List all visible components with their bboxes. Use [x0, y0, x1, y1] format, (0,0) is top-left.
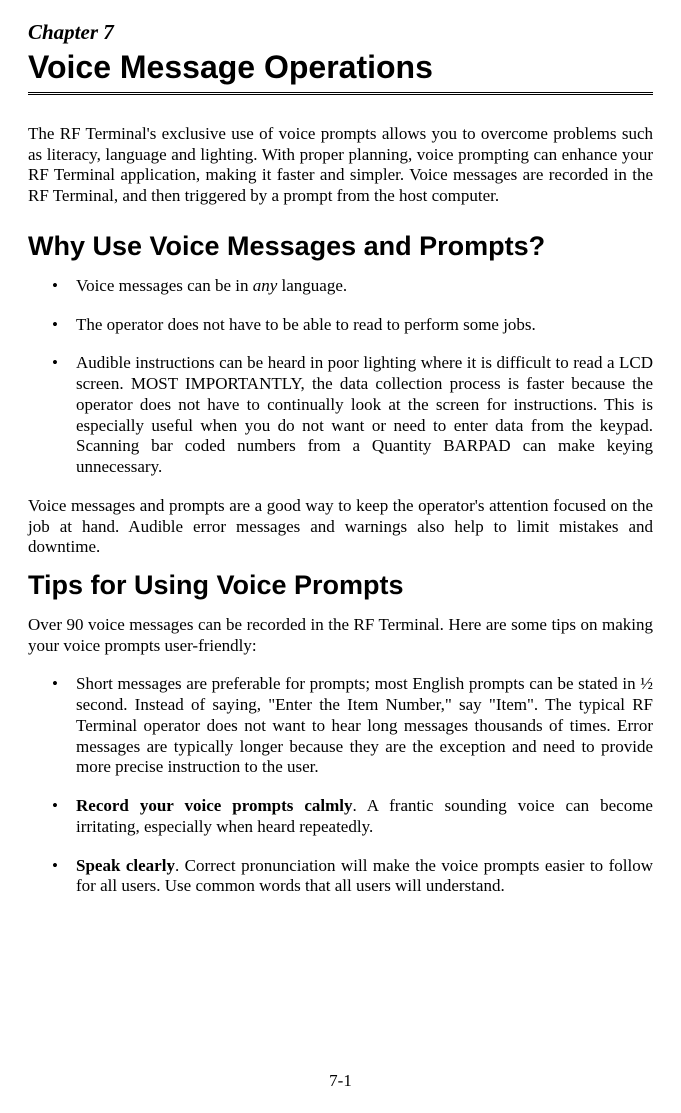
bullet-bold: Speak clearly: [76, 856, 175, 875]
section-heading-tips: Tips for Using Voice Prompts: [28, 570, 653, 601]
bullet-text: language.: [277, 276, 347, 295]
section-heading-why: Why Use Voice Messages and Prompts?: [28, 231, 653, 262]
chapter-title: Voice Message Operations: [28, 49, 653, 86]
intro-paragraph: The RF Terminal's exclusive use of voice…: [28, 124, 653, 207]
bullet-italic: any: [253, 276, 278, 295]
tips-intro-paragraph: Over 90 voice messages can be recorded i…: [28, 615, 653, 656]
tips-bullet-list: Short messages are preferable for prompt…: [52, 674, 653, 897]
list-item: Audible instructions can be heard in poo…: [52, 353, 653, 477]
list-item: Voice messages can be in any language.: [52, 276, 653, 297]
bullet-bold: Record your voice prompts calmly: [76, 796, 353, 815]
list-item: Record your voice prompts calmly. A fran…: [52, 796, 653, 837]
list-item: Speak clearly. Correct pronunciation wil…: [52, 856, 653, 897]
list-item: Short messages are preferable for prompt…: [52, 674, 653, 778]
why-closing-paragraph: Voice messages and prompts are a good wa…: [28, 496, 653, 558]
why-bullet-list: Voice messages can be in any language. T…: [52, 276, 653, 478]
title-rule: [28, 92, 653, 96]
list-item: The operator does not have to be able to…: [52, 315, 653, 336]
bullet-text: Voice messages can be in: [76, 276, 253, 295]
page-number: 7-1: [0, 1071, 681, 1091]
chapter-label: Chapter 7: [28, 20, 653, 45]
